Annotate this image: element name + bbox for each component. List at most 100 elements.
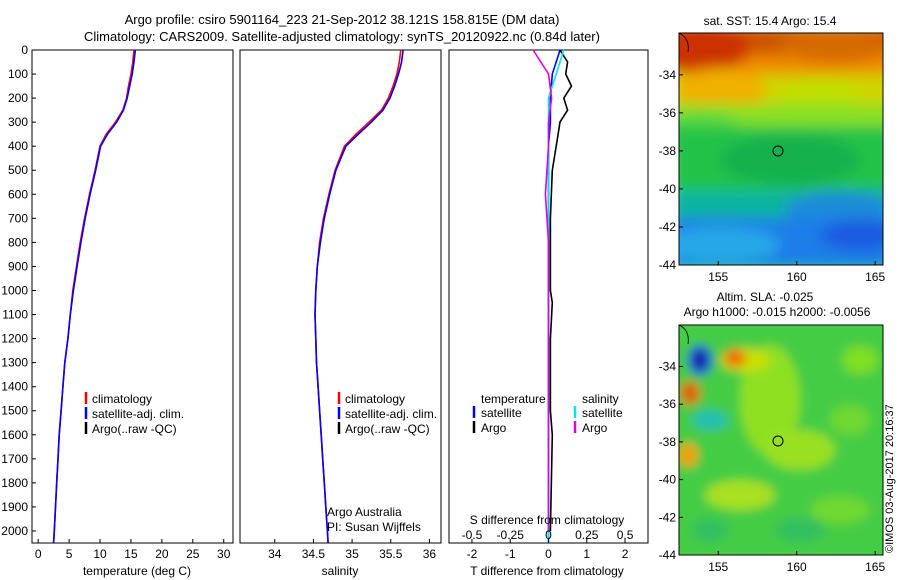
sst-map-title: sat. SST: 15.4 Argo: 15.4	[704, 14, 837, 28]
difference-s-xtick-label: -0.25	[497, 528, 525, 542]
temperature-xtick-label: 20	[155, 547, 169, 561]
difference-s-xtick-label: 0	[545, 528, 552, 542]
difference-xlabel: T difference from climatology	[470, 564, 624, 578]
sla-argo-marker	[772, 435, 784, 447]
depth-ytick-label: 1900	[1, 500, 28, 514]
difference-xlabel-top: S difference from climatology	[470, 513, 625, 527]
legend-header-temperature: temperature	[481, 392, 546, 406]
diff-line-temperature-argo	[549, 49, 573, 532]
sla-map-xtick-label: 165	[865, 560, 885, 574]
sla-map-title-1: Altim. SLA: -0.025	[717, 290, 814, 304]
sst-map-xtick-label: 165	[865, 270, 885, 284]
sst-map-image	[679, 33, 883, 265]
sla-map-panel: Altim. SLA: -0.025 Argo h1000: -0.015 h2…	[659, 290, 886, 574]
salinity-xtick-label: 34.5	[302, 547, 326, 561]
sst-map-frame	[678, 32, 884, 266]
temperature-xtick-label: 30	[217, 547, 231, 561]
sla-map-ytick-label: -40	[659, 473, 677, 487]
depth-ytick-label: 200	[8, 91, 28, 105]
temperature-xtick-label: 25	[186, 547, 200, 561]
depth-ytick-label: 1700	[1, 452, 28, 466]
legend-climatology: climatology	[92, 392, 152, 406]
sst-map-ytick-label: -34	[659, 68, 677, 82]
legend-header-salinity: salinity	[582, 392, 619, 406]
series-line-satellite-adj-clim-	[52, 49, 137, 544]
sla-map-ytick-label: -44	[659, 548, 677, 562]
salinity-xtick-label: 34	[268, 547, 282, 561]
depth-ytick-label: 600	[8, 187, 28, 201]
depth-ytick-label: 900	[8, 259, 28, 273]
difference-s-xtick-label: 0.5	[617, 528, 634, 542]
depth-ytick-label: 1800	[1, 476, 28, 490]
depth-ytick-label: 2000	[1, 524, 28, 538]
sla-map-xtick-label: 160	[787, 560, 807, 574]
depth-ytick-label: 1100	[2, 308, 28, 322]
temperature-xlabel: temperature (deg C)	[83, 564, 191, 578]
sla-map-image	[679, 325, 883, 555]
legend-argo: Argo(..raw -QC)	[345, 422, 430, 436]
sla-map-xtick-label: 155	[708, 560, 728, 574]
legend-temp-satellite: satellite	[481, 406, 522, 420]
difference-t-xtick-label: 2	[622, 547, 629, 561]
sla-map-ytick-label: -36	[659, 397, 677, 411]
salinity-xlabel: salinity	[322, 564, 359, 578]
depth-ytick-label: 0	[21, 43, 28, 57]
salinity-panel: 34 34.5 35 35.5 36 salinity climatology sate…	[239, 49, 442, 578]
temperature-xtick-label: 15	[124, 547, 138, 561]
legend-sal-argo: Argo	[582, 421, 608, 435]
temperature-xtick-label: 0	[35, 547, 42, 561]
difference-t-xtick-label: 0	[545, 547, 552, 561]
salinity-xtick-label: 36	[423, 547, 437, 561]
salinity-xtick-label: 35	[345, 547, 359, 561]
depth-ytick-label: 800	[8, 235, 28, 249]
series-line-satellite-adj-clim-	[314, 49, 404, 544]
sst-argo-marker	[772, 145, 784, 157]
difference-t-xtick-label: 1	[583, 547, 590, 561]
legend-climatology: climatology	[345, 392, 405, 406]
sla-map-ytick-label: -42	[659, 510, 677, 524]
temperature-xtick-label: 10	[93, 547, 107, 561]
annotation-pi: PI: Susan Wijffels	[327, 520, 421, 534]
sla-map-title-2: Argo h1000: -0.015 h2000: -0.0056	[684, 305, 871, 319]
temperature-axes-frame	[31, 49, 234, 544]
sst-map-ytick-label: -36	[659, 106, 677, 120]
difference-legend: temperature salinity satellite Argo sate…	[472, 392, 623, 435]
difference-s-xtick-label: 0.25	[575, 528, 599, 542]
salinity-axes-frame	[239, 49, 442, 544]
depth-ytick-label: 1200	[1, 332, 28, 346]
difference-t-xtick-label: -2	[467, 547, 478, 561]
legend-argo: Argo(..raw -QC)	[92, 422, 177, 436]
depth-ytick-label: 300	[8, 115, 28, 129]
sst-map-panel: sat. SST: 15.4 Argo: 15.4	[659, 14, 886, 284]
header-line-2: Climatology: CARS2009. Satellite-adjuste…	[84, 29, 600, 44]
sst-map-ytick-label: -38	[659, 144, 677, 158]
legend-temp-argo: Argo	[481, 421, 507, 435]
depth-ytick-label: 1600	[1, 428, 28, 442]
legend-satellite-adj-clim: satellite-adj. clim.	[345, 407, 437, 421]
sst-map-xtick-label: 160	[787, 270, 807, 284]
sst-map-ytick-label: -44	[659, 258, 677, 272]
difference-s-xtick-label: -0.5	[462, 528, 483, 542]
salinity-legend: climatology satellite-adj. clim. Argo(..…	[337, 392, 437, 436]
legend-sal-satellite: satellite	[582, 406, 623, 420]
sla-map-frame	[678, 324, 884, 556]
sst-map-ytick-label: -42	[659, 220, 677, 234]
salinity-xtick-label: 35.5	[379, 547, 403, 561]
depth-ytick-label: 700	[8, 211, 28, 225]
depth-ytick-label: 500	[8, 163, 28, 177]
depth-ytick-label: 400	[8, 139, 28, 153]
temperature-legend: climatology satellite-adj. clim. Argo(..…	[84, 392, 184, 436]
depth-ytick-label: 1400	[1, 380, 28, 394]
sla-map-ytick-label: -34	[659, 359, 677, 373]
header-line-1: Argo profile: csiro 5901164_223 21-Sep-2…	[125, 12, 560, 27]
depth-ytick-label: 100	[8, 67, 28, 81]
legend-satellite-adj-clim: satellite-adj. clim.	[92, 407, 184, 421]
annotation-argo-australia: Argo Australia	[327, 505, 402, 519]
difference-panel: -2 -1 0 1 2 -0.5 -0.25 0 0.25 0.5 T difference fr…	[448, 49, 649, 578]
diff-line-salinity-argo	[532, 49, 553, 531]
temperature-xtick-label: 5	[66, 547, 73, 561]
sla-map-ytick-label: -38	[659, 435, 677, 449]
temperature-panel: 0 5 10 15 20 25 30 0 100 200 300 400 500 600 700 800 90…	[1, 43, 234, 578]
difference-t-xtick-label: -1	[505, 547, 516, 561]
